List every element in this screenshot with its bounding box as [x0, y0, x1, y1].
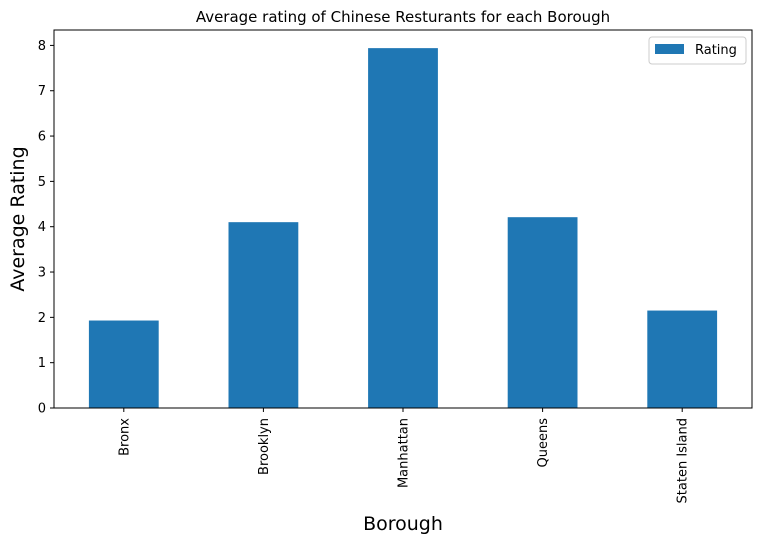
bar-brooklyn	[228, 222, 299, 408]
bar-staten-island	[647, 310, 718, 408]
legend-swatch	[655, 44, 684, 54]
bars	[88, 48, 718, 409]
y-tick-label: 3	[38, 266, 46, 281]
chart-title: Average rating of Chinese Resturants for…	[196, 8, 610, 26]
legend-label: Rating	[695, 43, 737, 58]
legend-frame	[648, 36, 747, 65]
bar-bronx	[88, 320, 159, 408]
y-tick-label: 7	[38, 84, 46, 99]
y-tick-label: 8	[38, 39, 46, 54]
y-tick-label: 4	[38, 220, 46, 235]
x-axis-title: Borough	[363, 513, 443, 535]
x-axis: Bronx Brooklyn Manhattan Queens Staten Islan…	[117, 408, 691, 503]
x-tick-label: Staten Island	[676, 418, 691, 503]
x-tick-label: Bronx	[117, 418, 132, 456]
y-tick-label: 6	[38, 130, 46, 145]
y-tick-label: 0	[38, 402, 46, 417]
bar-queens	[507, 217, 578, 408]
bar-manhattan	[368, 48, 438, 409]
plot-frame	[53, 29, 753, 409]
x-tick-label: Brooklyn	[257, 418, 272, 475]
x-tick-label: Manhattan	[397, 418, 412, 488]
x-tick-label: Queens	[536, 418, 551, 468]
y-tick-label: 1	[38, 356, 46, 371]
y-tick-label: 5	[38, 175, 46, 190]
y-tick-label: 2	[38, 311, 46, 326]
y-axis: 0 1 2 3 4 5 6 7 8	[38, 39, 54, 417]
y-axis-title: Average Rating	[7, 146, 29, 291]
legend: Rating	[648, 36, 747, 65]
